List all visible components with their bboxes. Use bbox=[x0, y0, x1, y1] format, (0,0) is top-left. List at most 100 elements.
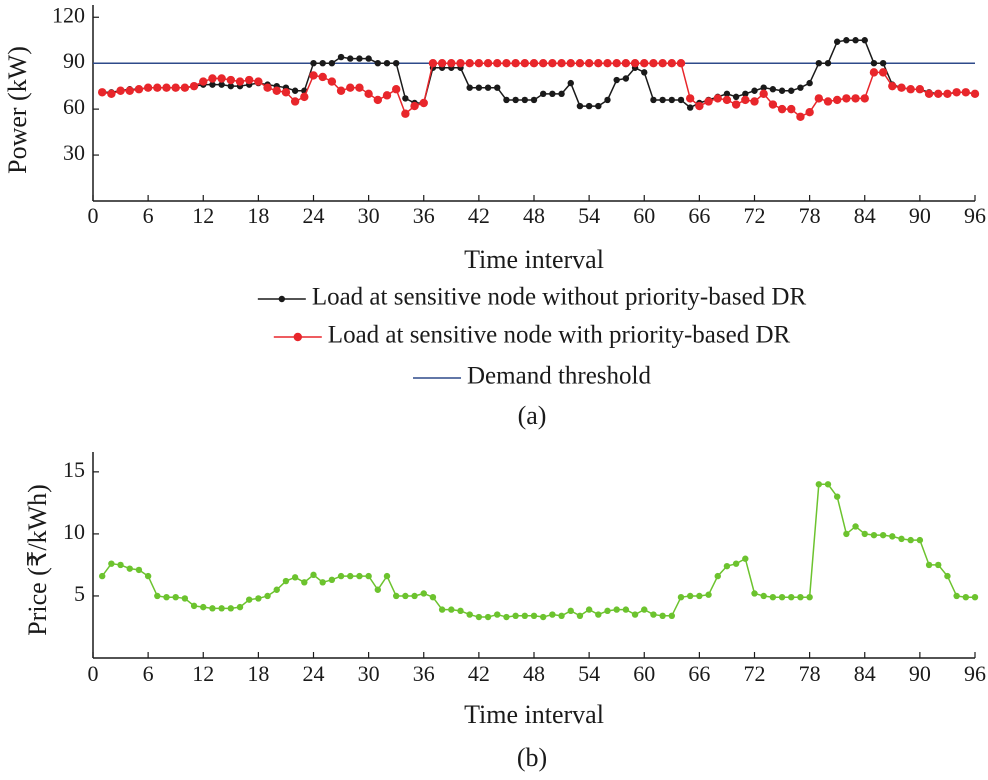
data-point bbox=[503, 96, 510, 104]
data-point bbox=[300, 92, 309, 102]
x-tick-label: 90 bbox=[909, 661, 931, 686]
data-point bbox=[778, 87, 786, 94]
x-tick-label: 30 bbox=[358, 203, 380, 228]
data-point bbox=[595, 102, 602, 110]
x-tick-label: 6 bbox=[143, 203, 154, 228]
data-point bbox=[650, 96, 657, 104]
data-point bbox=[502, 58, 511, 68]
data-point bbox=[134, 85, 144, 94]
data-point bbox=[162, 83, 171, 92]
x-tick-label: 54 bbox=[578, 203, 600, 228]
data-point bbox=[879, 59, 887, 67]
data-point bbox=[143, 83, 153, 92]
data-point bbox=[934, 89, 943, 99]
data-point bbox=[760, 84, 767, 91]
x-tick-label: 0 bbox=[88, 203, 99, 228]
data-point bbox=[346, 83, 355, 92]
data-point bbox=[355, 83, 364, 92]
data-point bbox=[227, 605, 235, 612]
data-point bbox=[640, 58, 649, 68]
y-tick-label: 30 bbox=[63, 140, 85, 165]
x-tick-label: 24 bbox=[303, 661, 325, 686]
data-point bbox=[512, 96, 519, 104]
data-point bbox=[530, 96, 538, 104]
data-point bbox=[153, 83, 162, 92]
x-tick-label: 24 bbox=[303, 203, 325, 228]
data-point bbox=[374, 586, 382, 593]
data-point bbox=[382, 91, 392, 100]
data-point bbox=[557, 58, 566, 68]
data-point bbox=[584, 58, 594, 68]
data-point bbox=[235, 77, 245, 86]
data-point bbox=[475, 84, 483, 91]
data-point bbox=[512, 612, 519, 620]
data-point bbox=[263, 83, 272, 92]
data-point bbox=[272, 86, 281, 95]
data-point bbox=[402, 592, 409, 600]
data-point bbox=[604, 96, 611, 104]
data-point bbox=[944, 572, 951, 580]
data-point bbox=[373, 95, 383, 105]
data-point bbox=[768, 100, 778, 109]
data-point bbox=[806, 593, 813, 601]
data-point bbox=[218, 81, 225, 88]
data-point bbox=[860, 94, 869, 103]
data-point bbox=[970, 89, 980, 99]
data-point bbox=[117, 561, 124, 569]
data-point bbox=[494, 84, 501, 91]
data-point bbox=[209, 81, 216, 88]
data-point bbox=[843, 530, 850, 538]
data-point bbox=[374, 59, 382, 67]
data-point bbox=[778, 593, 786, 601]
data-point bbox=[364, 89, 373, 99]
data-point bbox=[273, 586, 280, 593]
data-point bbox=[962, 593, 970, 601]
data-point bbox=[641, 69, 648, 76]
data-point bbox=[659, 612, 666, 620]
data-point bbox=[474, 58, 484, 68]
data-point bbox=[695, 101, 704, 111]
data-point bbox=[842, 94, 851, 103]
data-point bbox=[796, 112, 805, 121]
data-point bbox=[704, 97, 713, 106]
x-tick-label: 42 bbox=[468, 203, 490, 228]
data-point bbox=[567, 607, 574, 615]
data-point bbox=[391, 85, 401, 94]
data-point bbox=[226, 75, 236, 85]
data-point bbox=[622, 75, 630, 82]
data-point bbox=[714, 572, 721, 580]
data-point bbox=[953, 592, 960, 600]
data-point bbox=[301, 579, 308, 586]
data-point bbox=[622, 606, 630, 613]
data-point bbox=[667, 58, 677, 68]
data-point bbox=[961, 88, 971, 97]
data-point bbox=[539, 90, 547, 98]
data-point bbox=[437, 58, 447, 68]
data-point bbox=[264, 592, 271, 600]
data-point bbox=[457, 607, 464, 615]
data-point bbox=[282, 577, 290, 585]
data-point bbox=[806, 79, 813, 87]
data-point bbox=[125, 86, 134, 95]
data-point bbox=[742, 90, 749, 98]
x-tick-label: 54 bbox=[578, 661, 600, 686]
data-point bbox=[494, 611, 501, 618]
data-point bbox=[255, 595, 262, 602]
data-point bbox=[787, 104, 796, 114]
data-point bbox=[585, 102, 593, 110]
data-point bbox=[833, 493, 841, 500]
data-point bbox=[116, 86, 125, 95]
data-point bbox=[503, 613, 510, 621]
series-line bbox=[102, 62, 976, 118]
data-point bbox=[814, 94, 824, 103]
data-point bbox=[290, 97, 300, 106]
data-point bbox=[677, 96, 685, 104]
data-point bbox=[879, 531, 887, 539]
data-point bbox=[595, 611, 602, 618]
data-point bbox=[383, 59, 391, 67]
data-point bbox=[483, 58, 493, 68]
data-point bbox=[218, 605, 225, 612]
x-tick-label: 78 bbox=[799, 203, 821, 228]
caption: (b) bbox=[517, 743, 547, 772]
data-point bbox=[769, 86, 777, 93]
